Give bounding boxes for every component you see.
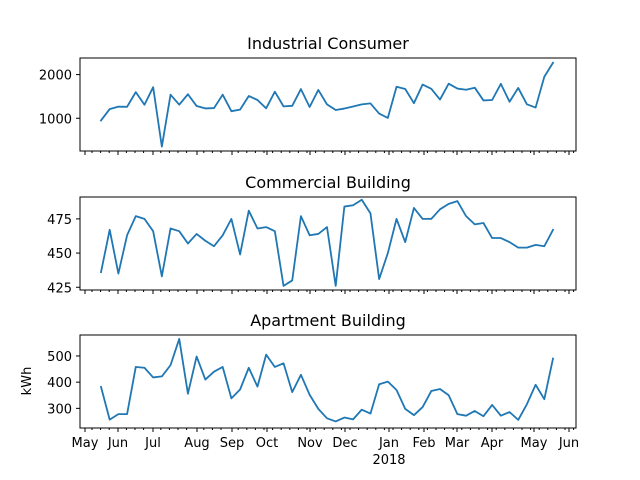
x-tick-label: Dec <box>332 436 357 451</box>
x-tick-label: Nov <box>297 436 323 451</box>
plot-frame <box>79 57 577 152</box>
y-axis: 1000 2000 <box>39 69 80 127</box>
x-tick-label: May <box>521 436 548 451</box>
panel-apartment-building: Apartment Building 300 400 500 May Jun Jul Au… <box>20 311 579 468</box>
x-tick-label: Oct <box>256 436 278 451</box>
y-axis-label: kWh <box>20 367 35 396</box>
x-tick-label: May <box>72 436 99 451</box>
x-axis: May Jun Jul Aug Sep Oct Nov Dec Jan Feb Mar Apr May J… <box>72 428 579 451</box>
y-tick-label: 425 <box>47 281 72 296</box>
y-tick-label: 1000 <box>39 112 72 127</box>
y-tick-label: 400 <box>47 376 72 391</box>
x-tick-label: Jun <box>107 436 128 451</box>
x-tick-label: Sep <box>220 436 245 451</box>
x-tick-label: Jul <box>144 436 161 451</box>
panel-commercial-building: Commercial Building 425 450 475 <box>47 173 577 296</box>
chart-title: Industrial Consumer <box>247 34 409 53</box>
x-secondary-label: 2018 <box>372 453 405 468</box>
y-tick-label: 2000 <box>39 69 72 84</box>
x-tick-label: Aug <box>184 436 209 451</box>
y-axis: 300 400 500 <box>47 350 80 417</box>
series-line <box>99 198 555 287</box>
y-tick-label: 500 <box>47 350 72 365</box>
y-tick-label: 450 <box>47 247 72 262</box>
chart-title: Commercial Building <box>245 173 411 192</box>
y-tick-label: 475 <box>47 213 72 228</box>
x-tick-label: Mar <box>445 436 470 451</box>
plot-frame <box>79 196 577 291</box>
x-tick-label: Jun <box>558 436 579 451</box>
plot-frame <box>79 334 577 429</box>
series-line <box>99 61 555 148</box>
x-tick-label: Jan <box>378 436 399 451</box>
y-axis: 425 450 475 <box>47 213 80 296</box>
x-tick-label: Apr <box>481 436 504 451</box>
chart-title: Apartment Building <box>250 311 406 330</box>
x-tick-label: Feb <box>412 436 435 451</box>
panel-industrial-consumer: Industrial Consumer 1000 2000 <box>39 34 577 155</box>
series-line <box>99 338 555 423</box>
y-tick-label: 300 <box>47 402 72 417</box>
